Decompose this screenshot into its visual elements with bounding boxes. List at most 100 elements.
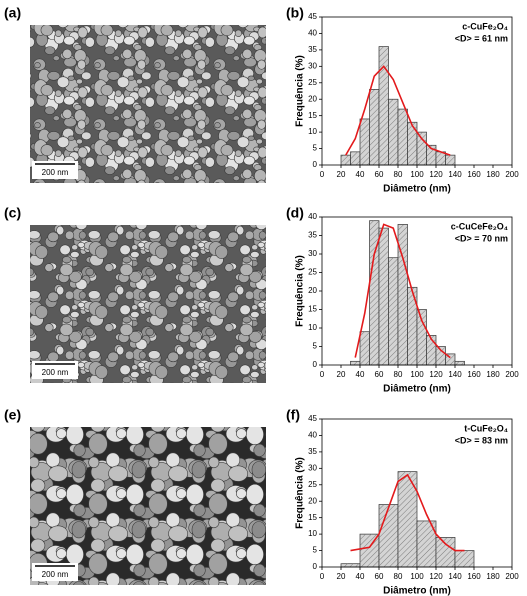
y-tick-label: 30 <box>308 249 317 258</box>
y-axis-label: Frequência (%) <box>295 55 306 127</box>
bar-hatch <box>379 228 389 365</box>
fit-curve <box>350 473 465 552</box>
x-tick-label: 100 <box>410 170 424 179</box>
bar-hatch <box>455 550 474 567</box>
x-tick-label: 160 <box>467 370 481 379</box>
bar-hatch <box>445 353 455 365</box>
bar-hatch <box>417 132 427 165</box>
x-tick-label: 180 <box>486 572 500 581</box>
x-tick-label: 200 <box>505 370 519 379</box>
bar-hatch <box>388 99 398 165</box>
x-axis-label: Diâmetro (nm) <box>383 184 451 195</box>
y-tick-label: 0 <box>313 360 318 369</box>
x-tick-label: 20 <box>337 170 346 179</box>
y-tick-label: 45 <box>308 12 317 21</box>
x-tick-label: 20 <box>337 572 346 581</box>
bar-hatch <box>341 563 360 567</box>
bar-hatch <box>455 361 465 365</box>
y-tick-label: 10 <box>308 127 317 136</box>
annotation: <D> = 61 nm <box>455 33 508 43</box>
panel-label: (f) <box>286 407 300 423</box>
bar-hatch <box>388 257 398 365</box>
x-tick-label: 60 <box>375 370 384 379</box>
scale-bar-label: 200 nm <box>42 570 69 579</box>
bar-hatch <box>407 122 417 165</box>
bar-hatch <box>360 118 370 165</box>
scale-bar-label: 200 nm <box>42 368 69 377</box>
scale-bar-box <box>32 563 78 581</box>
panel-label: (c) <box>4 205 21 221</box>
bar-hatch <box>407 287 417 365</box>
x-tick-label: 200 <box>505 170 519 179</box>
y-tick-label: 5 <box>313 144 318 153</box>
x-tick-label: 20 <box>337 370 346 379</box>
x-tick-label: 40 <box>356 370 365 379</box>
bar-hatch <box>436 346 446 365</box>
bar-hatch <box>426 145 436 165</box>
bar-hatch <box>360 331 370 365</box>
y-tick-label: 5 <box>313 342 318 351</box>
x-tick-label: 60 <box>375 170 384 179</box>
x-tick-label: 40 <box>356 170 365 179</box>
x-tick-label: 0 <box>320 370 325 379</box>
bar-hatch <box>417 309 427 365</box>
y-tick-label: 5 <box>313 546 318 555</box>
bar-hatch <box>426 335 436 365</box>
bar-hatch <box>350 151 360 165</box>
x-tick-label: 80 <box>394 170 403 179</box>
x-tick-label: 200 <box>505 572 519 581</box>
y-tick-label: 15 <box>308 513 317 522</box>
panel-label: (e) <box>4 407 21 423</box>
y-tick-label: 20 <box>308 496 317 505</box>
sem-image <box>30 25 266 183</box>
bar-hatch <box>436 537 455 567</box>
scale-bar-box <box>32 161 78 179</box>
annotation: c-CuFe₂O₄ <box>462 21 508 31</box>
y-tick-label: 20 <box>308 286 317 295</box>
x-tick-label: 140 <box>448 370 462 379</box>
x-axis-label: Diâmetro (nm) <box>383 586 451 596</box>
x-axis-label: Diâmetro (nm) <box>383 384 451 395</box>
y-tick-label: 20 <box>308 94 317 103</box>
y-tick-label: 15 <box>308 111 317 120</box>
y-tick-label: 25 <box>308 480 317 489</box>
scale-bar-label: 200 nm <box>42 168 69 177</box>
bar-hatch <box>436 151 446 165</box>
x-tick-label: 100 <box>410 572 424 581</box>
bar-hatch <box>398 109 408 165</box>
x-tick-label: 140 <box>448 572 462 581</box>
bar-hatch <box>360 534 379 567</box>
x-tick-label: 0 <box>320 170 325 179</box>
x-tick-label: 160 <box>467 170 481 179</box>
x-tick-label: 80 <box>394 370 403 379</box>
y-tick-label: 40 <box>308 431 317 440</box>
panel-label: (b) <box>286 5 304 21</box>
y-tick-label: 25 <box>308 268 317 277</box>
x-tick-label: 100 <box>410 370 424 379</box>
sem-image <box>30 225 266 383</box>
x-tick-label: 160 <box>467 572 481 581</box>
x-tick-label: 60 <box>375 572 384 581</box>
y-tick-label: 35 <box>308 231 317 240</box>
bar-hatch <box>398 224 408 365</box>
y-tick-label: 0 <box>313 562 318 571</box>
y-axis-label: Frequência (%) <box>295 457 306 529</box>
annotation: c-CuCeFe₂O₄ <box>451 221 508 231</box>
y-tick-label: 35 <box>308 447 317 456</box>
x-tick-label: 180 <box>486 170 500 179</box>
bar-hatch <box>398 471 417 567</box>
y-tick-label: 40 <box>308 29 317 38</box>
bar-hatch <box>350 361 360 365</box>
bar-hatch <box>369 220 379 365</box>
scale-bar-box <box>32 361 78 379</box>
sem-image <box>30 427 266 585</box>
panel-label: (a) <box>4 5 21 21</box>
annotation: <D> = 83 nm <box>455 435 508 445</box>
x-tick-label: 140 <box>448 170 462 179</box>
x-tick-label: 180 <box>486 370 500 379</box>
panel-label: (d) <box>286 205 304 221</box>
bar-hatch <box>379 46 389 165</box>
bar-hatch <box>341 155 351 165</box>
